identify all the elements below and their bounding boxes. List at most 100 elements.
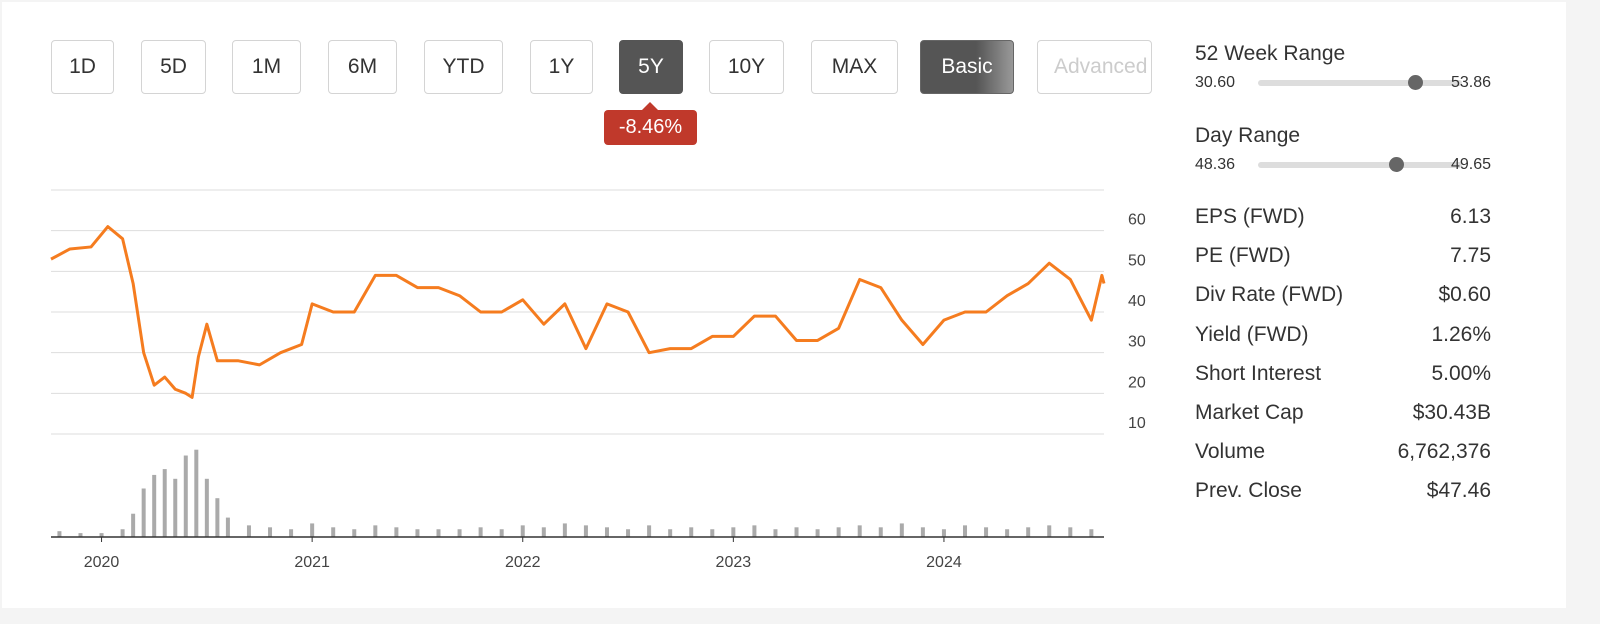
x-tick-label: 2022 — [505, 554, 541, 571]
volume-bar — [415, 529, 420, 537]
volume-bar — [183, 455, 188, 537]
volume-bar — [773, 529, 778, 537]
volume-bar — [141, 488, 146, 537]
range-button[interactable]: 10Y — [709, 40, 784, 94]
stat-value: $30.43B — [1412, 401, 1491, 424]
stat-value: $0.60 — [1438, 283, 1491, 307]
volume-bar — [689, 527, 694, 537]
y-tick-label: 50 — [1128, 252, 1146, 269]
volume-bar — [331, 527, 336, 537]
stat-label: PE (FWD) — [1195, 244, 1291, 268]
change-badge: -8.46% — [604, 102, 697, 145]
volume-bar — [78, 533, 83, 537]
volume-bar — [794, 527, 799, 537]
volume-bar — [394, 527, 399, 537]
volume-bar — [120, 529, 125, 537]
volume-bar — [173, 478, 178, 537]
volume-bar — [752, 525, 757, 537]
stat-label: Volume — [1195, 440, 1266, 464]
x-tick-label: 2023 — [716, 554, 752, 571]
volume-bar — [878, 527, 883, 537]
range-high: 49.65 — [1450, 156, 1491, 173]
range-low: 48.36 — [1195, 156, 1236, 173]
view-button[interactable]: Advanced — [1037, 40, 1152, 94]
stat-label: Day Range — [1195, 124, 1301, 147]
volume-bar — [604, 527, 609, 537]
range-button[interactable]: YTD — [424, 40, 503, 94]
range-button[interactable]: MAX — [811, 40, 898, 94]
volume-bar — [268, 527, 273, 537]
volume-bar — [562, 523, 567, 537]
stat-label: Prev. Close — [1195, 479, 1302, 503]
volume-bar — [289, 529, 294, 537]
volume-bar — [162, 469, 167, 537]
stat-label: EPS (FWD) — [1195, 205, 1305, 228]
volume-bar — [583, 525, 588, 537]
volume-bar — [373, 525, 378, 537]
view-button[interactable]: Basic — [920, 40, 1014, 94]
volume-bar — [1089, 529, 1094, 537]
volume-bar — [246, 525, 251, 537]
volume-bar — [1068, 527, 1073, 537]
stat-label: Short Interest — [1195, 361, 1322, 385]
stat-label: Div Rate (FWD) — [1195, 283, 1344, 307]
volume-bar — [941, 529, 946, 537]
range-low: 30.60 — [1195, 74, 1236, 91]
range-track — [1258, 162, 1462, 168]
y-tick-label: 30 — [1128, 334, 1146, 351]
volume-bar — [310, 523, 315, 537]
card: 10 20 30 40 50 60 2020 2021 2022 2023 2024 1D 5D 1M 6… — [2, 2, 1566, 608]
range-button[interactable]: 1Y — [530, 40, 593, 94]
x-tick-label: 2020 — [84, 554, 120, 571]
price-line — [50, 225, 1106, 399]
volume-bar — [225, 517, 230, 537]
range-button[interactable]: 5Y — [619, 40, 683, 94]
range-high: 53.86 — [1450, 74, 1491, 91]
stat-label: Market Cap — [1195, 401, 1304, 424]
volume-bar — [1026, 527, 1031, 537]
stat-value: 1.26% — [1431, 322, 1491, 346]
stat-label: 52 Week Range — [1195, 42, 1346, 65]
range-marker — [1408, 75, 1423, 90]
volume-bar — [626, 529, 631, 537]
range-button[interactable]: 6M — [328, 40, 397, 94]
volume-bar — [984, 527, 989, 537]
volume-bar — [815, 529, 820, 537]
volume-bar — [963, 525, 968, 537]
volume-bar — [899, 523, 904, 537]
volume-bar — [457, 529, 462, 537]
volume-bar — [499, 529, 504, 537]
volume-bar — [1047, 525, 1052, 537]
volume-bar — [57, 531, 62, 537]
volume-bar — [204, 478, 209, 537]
range-track — [1258, 80, 1462, 86]
volume-bar — [520, 525, 525, 537]
stat-value: 6,762,376 — [1397, 440, 1491, 464]
volume-bar — [352, 529, 357, 537]
range-button[interactable]: 1M — [232, 40, 301, 94]
range-button[interactable]: 1D — [51, 40, 114, 94]
volume-bar — [436, 529, 441, 537]
volume-bar — [836, 527, 841, 537]
volume-bar — [152, 474, 157, 537]
stat-value: $47.46 — [1426, 479, 1491, 503]
y-tick-label: 60 — [1128, 212, 1146, 229]
volume-bar — [920, 527, 925, 537]
stat-value: 7.75 — [1450, 244, 1491, 268]
volume-bar — [668, 529, 673, 537]
stat-label: Yield (FWD) — [1195, 322, 1309, 346]
x-tick-label: 2024 — [926, 554, 962, 571]
volume-bar — [215, 498, 220, 537]
chart: 10 20 30 40 50 60 2020 2021 2022 2023 2024 — [50, 189, 1146, 571]
range-marker — [1389, 157, 1404, 172]
volume-bar — [857, 525, 862, 537]
x-tick-label: 2021 — [294, 554, 330, 571]
volume-bar — [731, 527, 736, 537]
y-tick-label: 20 — [1128, 374, 1146, 391]
stat-value: 5.00% — [1431, 361, 1491, 385]
range-button[interactable]: 5D — [141, 40, 206, 94]
volume-bar — [710, 529, 715, 537]
y-tick-label: 40 — [1128, 293, 1146, 310]
volume-bar — [478, 527, 483, 537]
volume-bar — [541, 527, 546, 537]
